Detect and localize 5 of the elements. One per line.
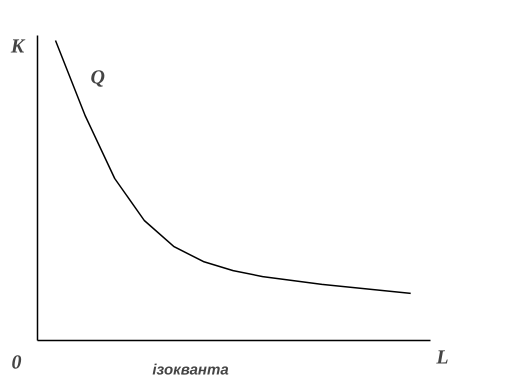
text: ізокванта [152, 362, 229, 378]
y-axis-title: K [10, 36, 26, 58]
text: 0 [12, 352, 22, 374]
series-label: Q [90, 66, 105, 88]
x-axis-title: L [435, 346, 449, 368]
